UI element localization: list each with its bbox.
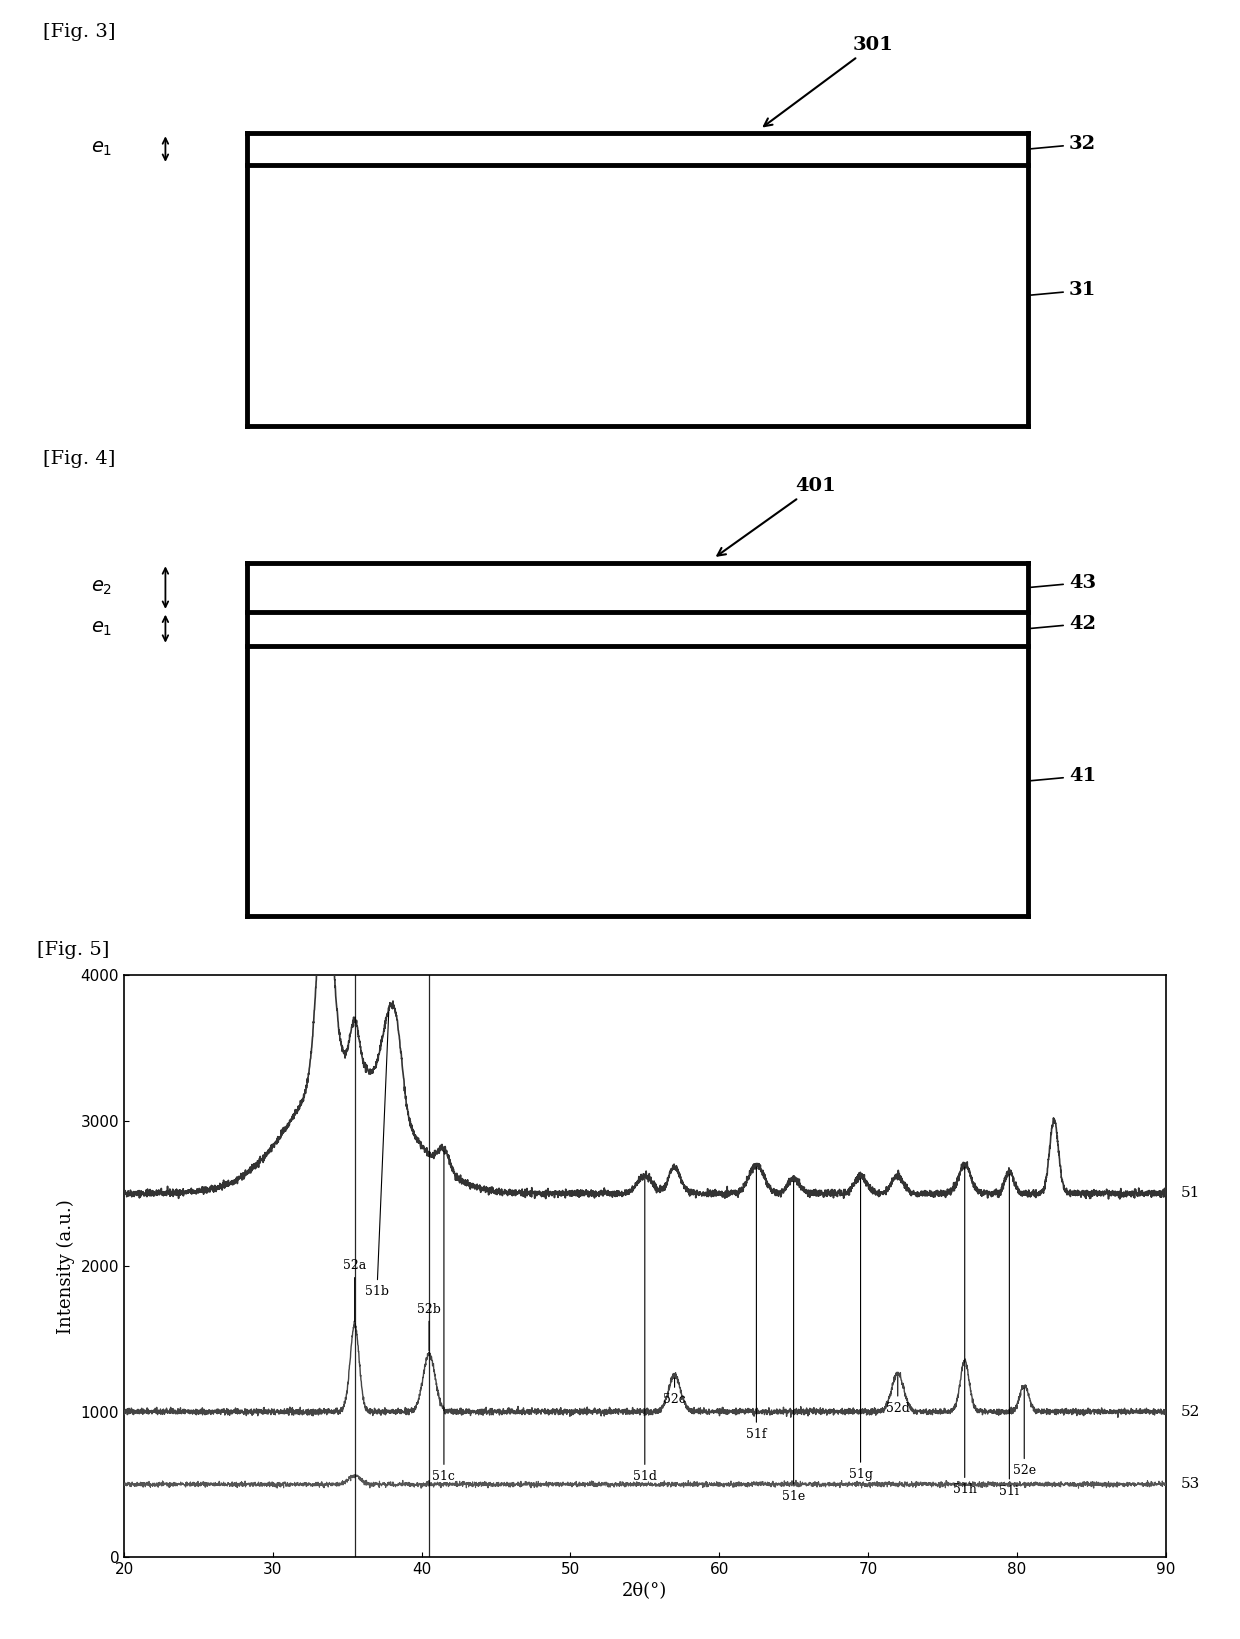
Text: 51c: 51c <box>433 1151 455 1483</box>
Text: 51: 51 <box>1180 1187 1200 1200</box>
Text: 301: 301 <box>764 36 894 126</box>
Text: 401: 401 <box>718 477 836 556</box>
Text: 52e: 52e <box>1013 1388 1035 1477</box>
X-axis label: 2θ(°): 2θ(°) <box>622 1583 667 1600</box>
Text: 51i: 51i <box>999 1175 1019 1498</box>
Text: 51d: 51d <box>632 1178 657 1483</box>
Text: 51f: 51f <box>746 1167 766 1441</box>
Text: 51g: 51g <box>848 1178 873 1480</box>
Text: 42: 42 <box>1030 615 1096 633</box>
Text: 51b: 51b <box>365 1011 389 1298</box>
Text: [Fig. 3]: [Fig. 3] <box>43 23 115 41</box>
Text: 51e: 51e <box>782 1182 805 1503</box>
Text: 51h: 51h <box>952 1167 977 1496</box>
Text: 52: 52 <box>1180 1405 1200 1419</box>
Text: 52c: 52c <box>663 1378 686 1406</box>
Text: [Fig. 5]: [Fig. 5] <box>37 941 109 959</box>
Text: $e_2$: $e_2$ <box>91 579 112 597</box>
Text: 52d: 52d <box>885 1377 910 1414</box>
Text: $e_1$: $e_1$ <box>91 139 112 159</box>
Text: [Fig. 4]: [Fig. 4] <box>43 449 115 467</box>
Text: 53: 53 <box>1180 1477 1200 1491</box>
Text: 52b: 52b <box>417 1303 441 1351</box>
Text: 31: 31 <box>1030 282 1096 300</box>
Y-axis label: Intensity (a.u.): Intensity (a.u.) <box>57 1198 74 1334</box>
Text: 52a: 52a <box>343 1259 366 1321</box>
Text: 41: 41 <box>1030 767 1096 785</box>
Text: 43: 43 <box>1030 574 1096 592</box>
Text: $e_1$: $e_1$ <box>91 620 112 638</box>
Text: 32: 32 <box>1030 134 1096 152</box>
